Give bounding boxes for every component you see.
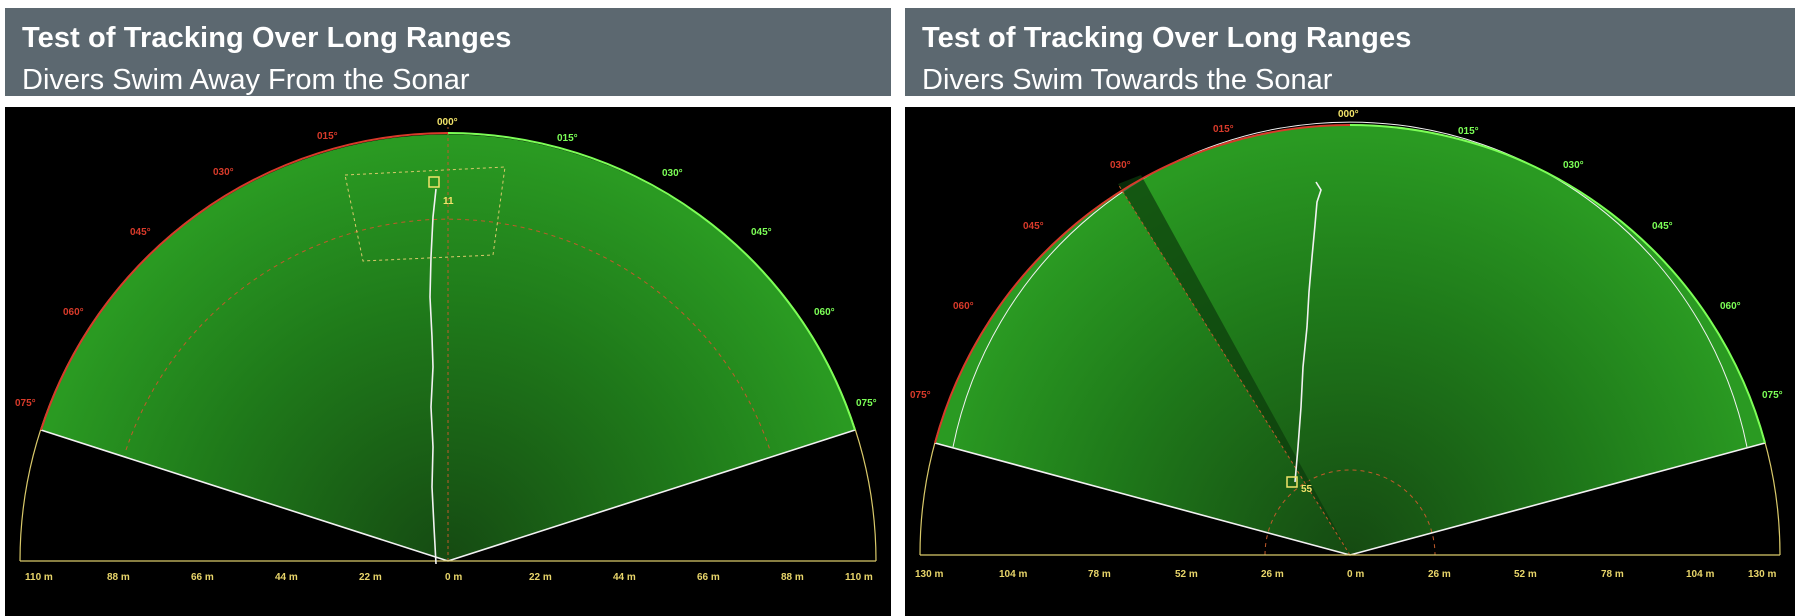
bearing-label: 075° xyxy=(1762,390,1783,401)
bearing-label: 045° xyxy=(1023,221,1044,232)
bearing-label: 015° xyxy=(557,133,578,144)
range-label: 26 m xyxy=(1428,569,1451,580)
bearing-arc-right xyxy=(1349,124,1766,444)
target-marker xyxy=(428,176,440,188)
range-label: 110 m xyxy=(25,572,53,583)
panel-away: Test of Tracking Over Long Ranges Divers… xyxy=(5,0,891,616)
bearing-label: 015° xyxy=(317,131,338,142)
range-label: 110 m xyxy=(845,572,873,583)
sonar-fan xyxy=(935,125,1765,555)
panel-title: Test of Tracking Over Long Ranges xyxy=(922,22,1412,54)
bearing-label: 045° xyxy=(130,227,151,238)
range-label: 22 m xyxy=(529,572,552,583)
sector-edge-right xyxy=(447,429,856,562)
sonar-sector-plot: 11 000° 015° 030° 045° 060° 075° 015° 03… xyxy=(15,117,877,583)
inner-range-arc xyxy=(125,218,771,451)
bearing-cursor xyxy=(1117,183,1351,556)
range-label: 88 m xyxy=(107,572,130,583)
near-range-arc xyxy=(1264,469,1436,556)
range-label: 52 m xyxy=(1514,569,1537,580)
range-label: 78 m xyxy=(1601,569,1624,580)
range-label: 66 m xyxy=(697,572,720,583)
inner-range-ring xyxy=(952,121,1748,448)
sonar-fan xyxy=(41,134,855,562)
bearing-label: 075° xyxy=(856,398,877,409)
bearing-label: 060° xyxy=(953,301,974,312)
range-label: 88 m xyxy=(781,572,804,583)
shadow-wedge xyxy=(1118,175,1350,555)
bearing-label: 030° xyxy=(662,168,683,179)
range-label: 66 m xyxy=(191,572,214,583)
bearing-label: 000° xyxy=(437,117,458,128)
range-label: 22 m xyxy=(359,572,382,583)
panel-title: Test of Tracking Over Long Ranges xyxy=(22,22,512,54)
range-label: 0 m xyxy=(1347,569,1364,580)
bearing-label: 015° xyxy=(1458,126,1479,137)
panel-header: Test of Tracking Over Long Ranges Divers… xyxy=(905,8,1795,96)
bearing-label: 030° xyxy=(1110,160,1131,171)
bearing-label: 060° xyxy=(1720,301,1741,312)
panel-towards: Test of Tracking Over Long Ranges Divers… xyxy=(905,0,1795,616)
bearing-label: 030° xyxy=(213,167,234,178)
sonar-sector-plot: 55 000° 015° 030° 045° 060° 075° 015° 03… xyxy=(910,109,1783,580)
bearing-label: 000° xyxy=(1338,109,1359,120)
bearing-label: 060° xyxy=(814,307,835,318)
range-label: 104 m xyxy=(1686,569,1714,580)
bearing-label: 060° xyxy=(63,307,84,318)
bearing-label: 045° xyxy=(1652,221,1673,232)
bearing-label: 045° xyxy=(751,227,772,238)
diver-track xyxy=(1294,181,1322,483)
panel-subtitle: Divers Swim Away From the Sonar xyxy=(22,64,470,96)
bearing-arc-left xyxy=(40,132,449,431)
tracking-gate xyxy=(344,166,506,262)
bearing-label: 075° xyxy=(15,398,36,409)
range-label: 52 m xyxy=(1175,569,1198,580)
bearing-label: 030° xyxy=(1563,160,1584,171)
range-label: 26 m xyxy=(1261,569,1284,580)
bearing-label: 015° xyxy=(1213,124,1234,135)
range-label: 104 m xyxy=(999,569,1027,580)
bearing-arc-left xyxy=(934,124,1351,444)
range-label: 44 m xyxy=(613,572,636,583)
sector-edge-left xyxy=(40,429,449,562)
target-id-label: 55 xyxy=(1301,484,1313,495)
target-id-label: 11 xyxy=(443,196,454,207)
bearing-arc-right xyxy=(447,132,856,431)
panel-header: Test of Tracking Over Long Ranges Divers… xyxy=(5,8,891,96)
range-label: 78 m xyxy=(1088,569,1111,580)
bearing-label: 075° xyxy=(910,390,931,401)
sonar-display: 11 000° 015° 030° 045° 060° 075° 015° 03… xyxy=(5,107,891,616)
range-label: 44 m xyxy=(275,572,298,583)
target-marker xyxy=(1286,476,1298,488)
sonar-display: 55 000° 015° 030° 045° 060° 075° 015° 03… xyxy=(905,107,1795,616)
range-label: 130 m xyxy=(915,569,943,580)
range-label: 0 m xyxy=(445,572,462,583)
range-label: 130 m xyxy=(1748,569,1776,580)
sector-edge-left xyxy=(934,442,1351,556)
diver-track xyxy=(429,188,437,565)
sector-edge-right xyxy=(1349,442,1766,556)
panel-subtitle: Divers Swim Towards the Sonar xyxy=(922,64,1333,96)
